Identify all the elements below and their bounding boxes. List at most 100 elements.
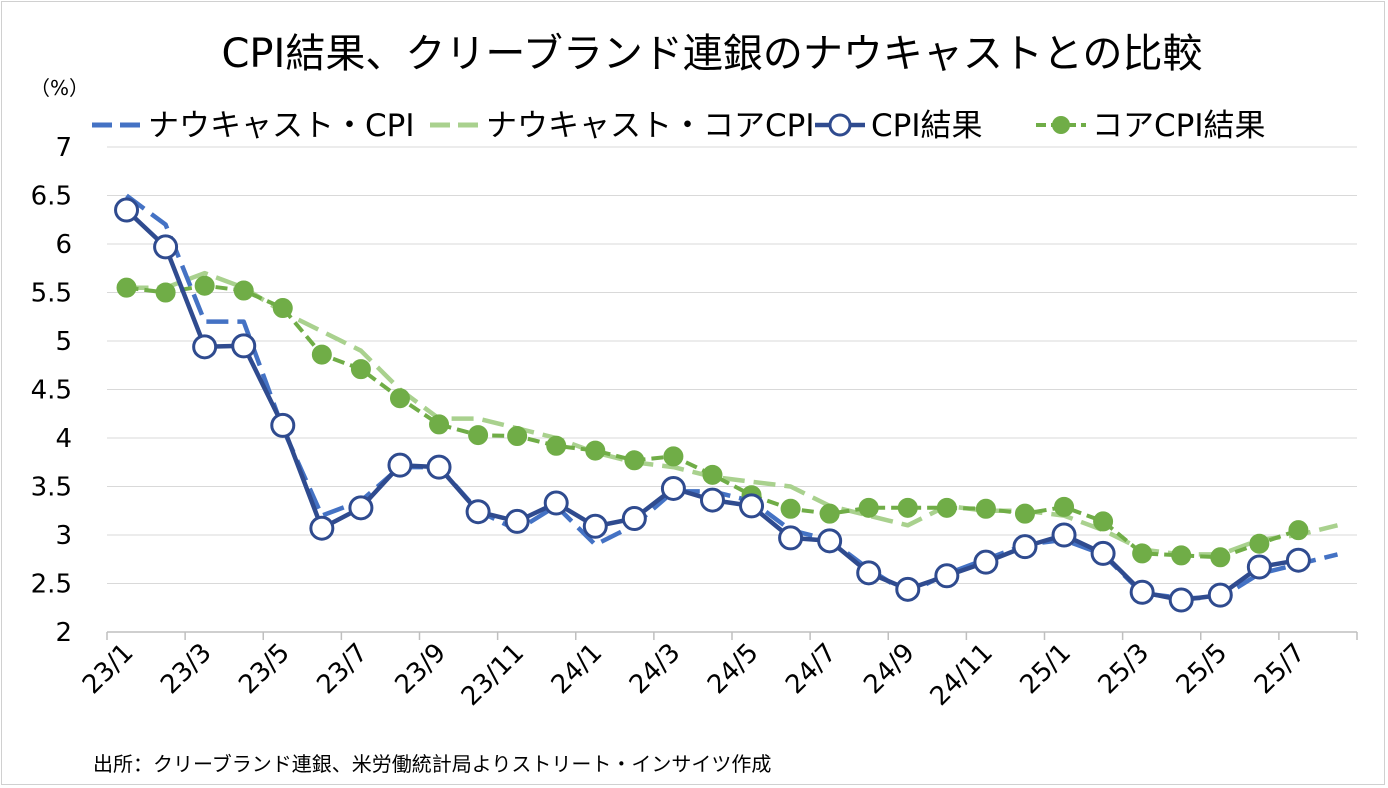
core-cpi-result-point bbox=[1093, 511, 1114, 532]
core-cpi-result-point bbox=[155, 282, 176, 303]
cpi-result-point bbox=[309, 515, 335, 541]
y-tick-label: 5 bbox=[55, 327, 72, 357]
grid-lines bbox=[107, 146, 1357, 584]
cpi-result-point bbox=[778, 525, 804, 551]
x-tick-label: 23/3 bbox=[155, 638, 218, 701]
core-cpi-result-point bbox=[1210, 547, 1231, 568]
cpi-result-point bbox=[504, 508, 530, 534]
core-cpi-result-point bbox=[819, 503, 840, 524]
cpi-result-point bbox=[1246, 554, 1272, 580]
x-tick-label: 24/1 bbox=[546, 638, 609, 701]
cpi-result-point bbox=[660, 475, 686, 501]
legend-label: コアCPI結果 bbox=[1092, 108, 1265, 144]
cpi-result-point bbox=[621, 506, 647, 532]
x-tick-label: 23/11 bbox=[456, 638, 530, 712]
y-tick-label: 2.5 bbox=[31, 570, 72, 600]
core-cpi-result-point bbox=[1132, 543, 1153, 564]
core-cpi-result-point bbox=[1171, 545, 1192, 566]
core-cpi-result-point bbox=[663, 446, 684, 467]
cpi-result-point bbox=[1090, 540, 1116, 566]
legend-label: CPI結果 bbox=[871, 108, 982, 144]
legend-label: ナウキャスト・コアCPI bbox=[486, 108, 814, 144]
chart-title: CPI結果、クリーブランド連銀のナウキャストとの比較 bbox=[221, 31, 1202, 77]
cpi-result-point bbox=[973, 549, 999, 575]
cpi-result-point bbox=[270, 412, 296, 438]
y-tick-label: 3.5 bbox=[31, 473, 72, 503]
y-tick-label: 6.5 bbox=[31, 182, 72, 212]
core-cpi-result-point bbox=[780, 498, 801, 519]
core-cpi-result-point bbox=[272, 298, 293, 319]
y-tick-label: 2 bbox=[55, 618, 72, 648]
x-tick-label: 24/11 bbox=[925, 638, 999, 712]
cpi-result-point bbox=[114, 197, 140, 223]
series-line-nowcast-cpi bbox=[125, 193, 1339, 601]
x-tick-label: 25/5 bbox=[1171, 638, 1234, 701]
y-axis-unit-label: （%） bbox=[30, 76, 89, 100]
cpi-result-point bbox=[543, 490, 569, 516]
cpi-result-point bbox=[817, 528, 843, 554]
cpi-result-point bbox=[934, 563, 960, 589]
x-tick-label: 23/9 bbox=[389, 638, 452, 701]
cpi-result-point bbox=[1012, 534, 1038, 560]
source-note: 出所：クリーブランド連銀、米労働統計局よりストリート・インサイツ作成 bbox=[93, 752, 772, 776]
x-tick-label: 25/3 bbox=[1093, 638, 1156, 701]
cpi-result-point bbox=[387, 452, 413, 478]
cpi-result-point bbox=[1129, 579, 1155, 605]
cpi-result-point bbox=[1285, 547, 1311, 573]
core-cpi-result-point bbox=[702, 464, 723, 485]
core-cpi-result-point bbox=[311, 344, 332, 365]
y-tick-label: 3 bbox=[55, 521, 72, 551]
x-tick-label: 23/5 bbox=[233, 638, 296, 701]
core-cpi-result-point bbox=[858, 497, 879, 518]
core-cpi-result-point bbox=[1014, 503, 1035, 524]
cpi-result-point bbox=[231, 333, 257, 359]
core-cpi-result-point bbox=[1249, 533, 1270, 554]
core-cpi-result-point bbox=[897, 497, 918, 518]
core-cpi-result-point bbox=[429, 414, 450, 435]
legend-marker bbox=[1052, 116, 1070, 134]
x-tick-label: 23/7 bbox=[311, 638, 374, 701]
series-line-core-cpi-result bbox=[126, 283, 1300, 560]
cpi-result-point bbox=[348, 495, 374, 521]
series-layer bbox=[114, 193, 1339, 613]
core-cpi-result-point bbox=[116, 277, 137, 298]
y-axis-ticks: 2 2.5 3 3.5 4 4.5 5 5.5 6 6.5 7 bbox=[31, 133, 72, 648]
core-cpi-result-point bbox=[194, 275, 215, 296]
core-cpi-result-point bbox=[624, 450, 645, 471]
core-cpi-result-point bbox=[233, 280, 254, 301]
core-cpi-result-point bbox=[389, 388, 410, 409]
x-axis: 23/1 23/3 23/5 23/7 23/9 23/11 24/1 24/3 24/5 24/… bbox=[77, 631, 1358, 712]
legend-label: ナウキャスト・CPI bbox=[148, 108, 414, 144]
cpi-result-point bbox=[856, 560, 882, 586]
core-cpi-result-point bbox=[1288, 520, 1309, 541]
core-cpi-result-point bbox=[936, 497, 957, 518]
core-cpi-result-point bbox=[585, 440, 606, 461]
cpi-result-point bbox=[465, 499, 491, 525]
y-tick-label: 6 bbox=[55, 230, 72, 260]
cpi-result-point bbox=[1051, 522, 1077, 548]
x-tick-label: 25/1 bbox=[1014, 638, 1077, 701]
legend-marker bbox=[828, 113, 852, 137]
cpi-result-point bbox=[1207, 582, 1233, 608]
cpi-result-point bbox=[153, 234, 179, 260]
core-cpi-result-point bbox=[975, 498, 996, 519]
x-tick-label: 24/5 bbox=[702, 638, 765, 701]
x-tick-label: 25/7 bbox=[1249, 638, 1312, 701]
cpi-result-point bbox=[426, 454, 452, 480]
core-cpi-result-point bbox=[507, 426, 528, 447]
cpi-result-point bbox=[582, 513, 608, 539]
cpi-result-point bbox=[739, 493, 765, 519]
y-tick-label: 4.5 bbox=[31, 376, 72, 406]
x-tick-label: 24/3 bbox=[624, 638, 687, 701]
cpi-result-point bbox=[699, 487, 725, 513]
y-tick-label: 5.5 bbox=[31, 279, 72, 309]
core-cpi-result-point bbox=[350, 359, 371, 380]
x-tick-label: 24/7 bbox=[780, 638, 843, 701]
series-line-nowcast-core-cpi bbox=[126, 270, 1339, 557]
core-cpi-result-point bbox=[468, 425, 489, 446]
cpi-result-point bbox=[895, 576, 921, 602]
y-tick-label: 7 bbox=[55, 133, 72, 163]
x-tick-label: 24/9 bbox=[858, 638, 921, 701]
